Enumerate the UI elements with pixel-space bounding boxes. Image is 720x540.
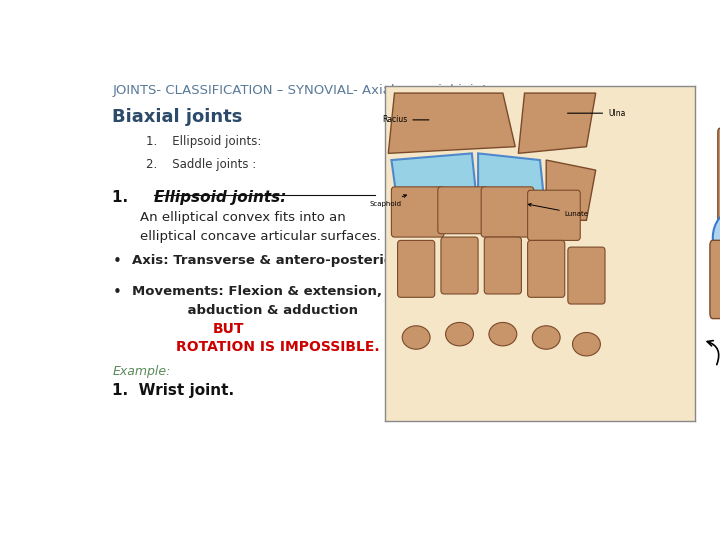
Ellipse shape — [532, 326, 560, 349]
Text: JOINTS- CLASSIFICATION – SYNOVIAL- Axial synovial joints: JOINTS- CLASSIFICATION – SYNOVIAL- Axial… — [112, 84, 495, 97]
FancyBboxPatch shape — [441, 237, 478, 294]
Text: ROTATION IS IMPOSSIBLE.: ROTATION IS IMPOSSIBLE. — [176, 341, 380, 354]
FancyBboxPatch shape — [397, 240, 435, 298]
Text: •: • — [112, 285, 121, 300]
FancyBboxPatch shape — [438, 187, 487, 234]
Ellipse shape — [489, 322, 517, 346]
FancyBboxPatch shape — [481, 187, 534, 237]
Text: 1.  Wrist joint.: 1. Wrist joint. — [112, 383, 235, 398]
Text: 2.    Saddle joints :: 2. Saddle joints : — [145, 158, 256, 171]
FancyBboxPatch shape — [568, 247, 605, 304]
Text: Example:: Example: — [112, 365, 171, 378]
FancyBboxPatch shape — [710, 240, 720, 319]
Ellipse shape — [572, 333, 600, 356]
Ellipse shape — [446, 322, 474, 346]
Text: An elliptical convex fits into an
elliptical concave articular surfaces.: An elliptical convex fits into an ellipt… — [140, 211, 381, 243]
FancyBboxPatch shape — [392, 187, 444, 237]
Text: Ulna: Ulna — [567, 109, 626, 118]
Text: 1.    Ellipsoid joints:: 1. Ellipsoid joints: — [145, 136, 261, 148]
Text: Lunate: Lunate — [528, 204, 589, 217]
FancyBboxPatch shape — [718, 128, 720, 222]
Text: Biaxial joints: Biaxial joints — [112, 109, 243, 126]
Polygon shape — [546, 160, 595, 220]
Polygon shape — [478, 153, 546, 220]
Text: •: • — [112, 254, 121, 269]
Ellipse shape — [402, 326, 430, 349]
Polygon shape — [388, 93, 516, 153]
FancyBboxPatch shape — [528, 190, 580, 240]
Text: Movements: Flexion & extension,
            abduction & adduction: Movements: Flexion & extension, abductio… — [132, 285, 382, 317]
Polygon shape — [392, 153, 478, 227]
FancyBboxPatch shape — [528, 240, 564, 298]
Text: Racius: Racius — [382, 116, 429, 124]
Text: BUT: BUT — [213, 322, 244, 336]
FancyBboxPatch shape — [485, 237, 521, 294]
Text: Axis: Transverse & antero-posterior.: Axis: Transverse & antero-posterior. — [132, 254, 403, 267]
Text: Scaphoid: Scaphoid — [370, 195, 406, 207]
Polygon shape — [518, 93, 595, 153]
Text: 1.: 1. — [112, 190, 139, 205]
Text: Ellipsoid joints:: Ellipsoid joints: — [154, 190, 287, 205]
Ellipse shape — [713, 211, 720, 265]
